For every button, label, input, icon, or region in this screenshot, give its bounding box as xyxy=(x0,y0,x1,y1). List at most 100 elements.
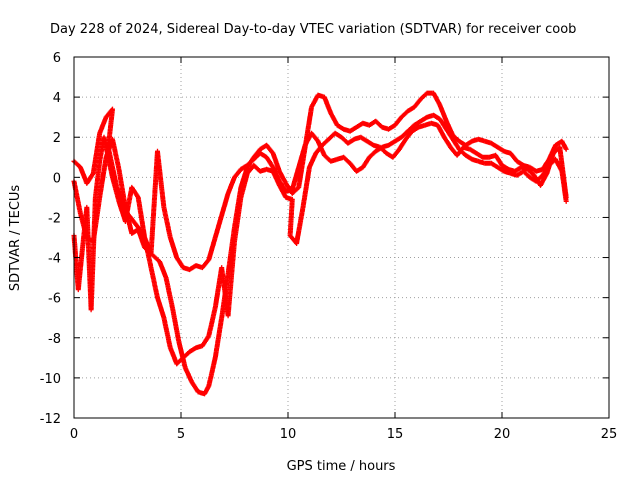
data-point-trace xyxy=(467,146,478,156)
y-tick-label: 6 xyxy=(53,51,61,66)
data-point-trace xyxy=(296,144,308,170)
data-point-trace xyxy=(276,182,288,199)
data-point-trace xyxy=(182,365,194,384)
data-point-trace xyxy=(377,144,388,155)
data-point-trace xyxy=(405,105,416,114)
data-point-trace xyxy=(392,135,403,144)
data-point-trace xyxy=(161,204,173,239)
data-point-trace xyxy=(321,94,333,115)
data-point-trace xyxy=(167,235,179,259)
data-point xyxy=(563,146,569,152)
data-point xyxy=(563,194,569,200)
axis-ticks xyxy=(73,56,610,419)
data-point-trace xyxy=(313,143,324,156)
data-point-trace xyxy=(488,160,500,170)
data-point-trace xyxy=(116,166,128,209)
data-point-trace xyxy=(525,166,536,177)
data-point-trace xyxy=(270,150,282,173)
data-point-trace xyxy=(92,160,102,200)
data-point-trace xyxy=(167,345,179,366)
data-point-trace xyxy=(189,379,200,394)
y-tick-label: -6 xyxy=(48,292,61,307)
data-point-trace xyxy=(155,148,167,209)
data-point-trace xyxy=(514,158,525,168)
data-point-trace xyxy=(225,176,237,196)
data-point-trace xyxy=(354,165,365,174)
data-point-trace xyxy=(142,235,154,269)
data-point-trace xyxy=(174,255,185,269)
data-point-trace xyxy=(90,132,102,176)
data-point-trace xyxy=(345,137,356,146)
data-point-trace xyxy=(101,134,111,159)
data-point-trace xyxy=(493,152,504,167)
data-point-trace xyxy=(366,149,378,160)
data-point-trace xyxy=(232,196,244,244)
y-tick-label: -12 xyxy=(40,412,61,427)
data-point-trace xyxy=(441,134,453,149)
data-point-trace xyxy=(257,150,268,160)
data-point-trace xyxy=(373,118,384,129)
data-point-trace xyxy=(129,184,140,199)
data-point-trace xyxy=(225,240,237,319)
data-point-trace xyxy=(276,168,288,185)
data-point-trace xyxy=(187,346,198,355)
data-point-trace xyxy=(431,112,442,121)
data-point-trace xyxy=(390,147,401,160)
y-tick-label: -4 xyxy=(48,252,61,267)
series-track-3 xyxy=(71,120,569,367)
data-point-trace xyxy=(264,154,275,169)
data-point-trace xyxy=(206,356,218,389)
x-tick-label: 5 xyxy=(177,427,185,442)
data-point-trace xyxy=(435,122,447,139)
data-point-trace xyxy=(88,196,98,313)
data-point-trace xyxy=(232,167,243,180)
data-point-trace xyxy=(105,154,115,179)
data-point-trace xyxy=(287,196,295,237)
data-point-trace xyxy=(418,91,429,102)
x-tick-label: 20 xyxy=(494,427,511,442)
x-tick-label: 0 xyxy=(70,427,78,442)
data-point-trace xyxy=(443,118,455,137)
data-point-trace xyxy=(538,172,549,188)
data-point-trace xyxy=(71,178,83,215)
data-point-trace xyxy=(411,97,423,110)
x-tick-label: 15 xyxy=(387,427,404,442)
y-tick-label: -10 xyxy=(40,372,61,387)
data-point-trace xyxy=(169,305,182,343)
data-point-trace xyxy=(199,258,211,271)
data-point-trace xyxy=(84,171,95,186)
data-point-trace xyxy=(161,315,173,349)
data-point-trace xyxy=(219,192,231,218)
data-point-trace xyxy=(403,129,414,142)
data-point-trace xyxy=(238,172,250,200)
data-point-trace xyxy=(328,110,340,127)
data-point-trace xyxy=(431,90,442,107)
data-point-trace xyxy=(450,136,461,151)
data-point-trace xyxy=(157,259,168,279)
data-point-trace xyxy=(544,152,556,176)
x-tick-labels: 0 5 10 15 20 25 xyxy=(70,427,617,442)
data-point-trace xyxy=(306,151,318,170)
data-point-trace xyxy=(300,166,312,210)
data-point-trace xyxy=(270,168,282,187)
data-point-trace xyxy=(520,168,532,179)
data-point-trace xyxy=(135,194,147,239)
data-point-trace xyxy=(396,137,408,152)
y-tick-label: -2 xyxy=(48,211,61,226)
data-point-trace xyxy=(319,137,331,148)
x-tick-label: 25 xyxy=(601,427,618,442)
data-point-trace xyxy=(97,156,109,200)
data-point-trace xyxy=(450,132,461,143)
y-tick-label: 4 xyxy=(53,91,61,106)
data-point-trace xyxy=(488,140,500,150)
data-point-trace xyxy=(309,130,320,143)
data-point-trace xyxy=(398,129,410,140)
data-point-trace xyxy=(212,214,224,240)
data-point-trace xyxy=(557,144,569,199)
data-point-trace xyxy=(110,174,122,203)
data-point-trace xyxy=(463,139,474,148)
data-point-trace xyxy=(110,136,122,171)
plot-frame xyxy=(73,56,610,419)
data-point-trace xyxy=(473,150,485,160)
